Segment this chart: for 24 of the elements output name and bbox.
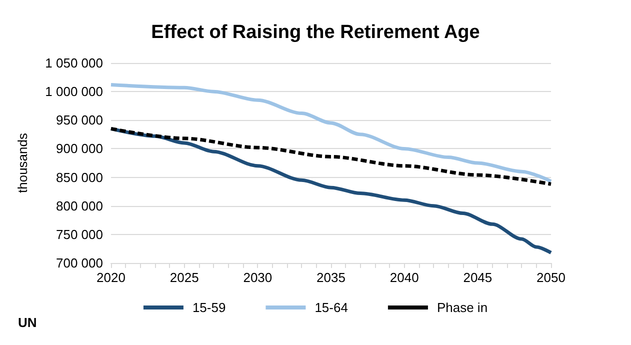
y-tick-label: 950 000 xyxy=(56,112,103,128)
legend-label: Phase in xyxy=(436,300,488,315)
y-tick-label: 700 000 xyxy=(56,256,103,270)
x-tick-label: 2030 xyxy=(243,270,272,285)
text: UN xyxy=(18,315,37,330)
legend-label: 15-64 xyxy=(314,300,348,315)
y-tick-label: 1 050 000 xyxy=(45,56,103,70)
y-tick-label: 900 000 xyxy=(56,141,103,156)
legend-label: 15-59 xyxy=(192,300,226,315)
y-tick-label: 1 000 000 xyxy=(45,84,103,100)
line-series xyxy=(109,126,553,186)
x-tick-label: 2050 xyxy=(536,270,566,285)
x-tick-label: 2035 xyxy=(316,270,346,285)
line-series xyxy=(109,82,553,184)
x-tick-label: 2025 xyxy=(170,270,199,285)
y-tick-label: 800 000 xyxy=(56,198,103,214)
x-tick-label: 2040 xyxy=(390,270,419,285)
x-tick-label: 2045 xyxy=(463,270,492,285)
x-tick-label: 2020 xyxy=(96,270,126,285)
line-series xyxy=(109,126,553,254)
y-tick-label: 750 000 xyxy=(56,226,103,242)
y-axis-title: thousands xyxy=(15,132,30,193)
chart-title: Effect of Raising the Retirement Age xyxy=(151,22,480,43)
y-tick-label: 850 000 xyxy=(56,170,103,185)
